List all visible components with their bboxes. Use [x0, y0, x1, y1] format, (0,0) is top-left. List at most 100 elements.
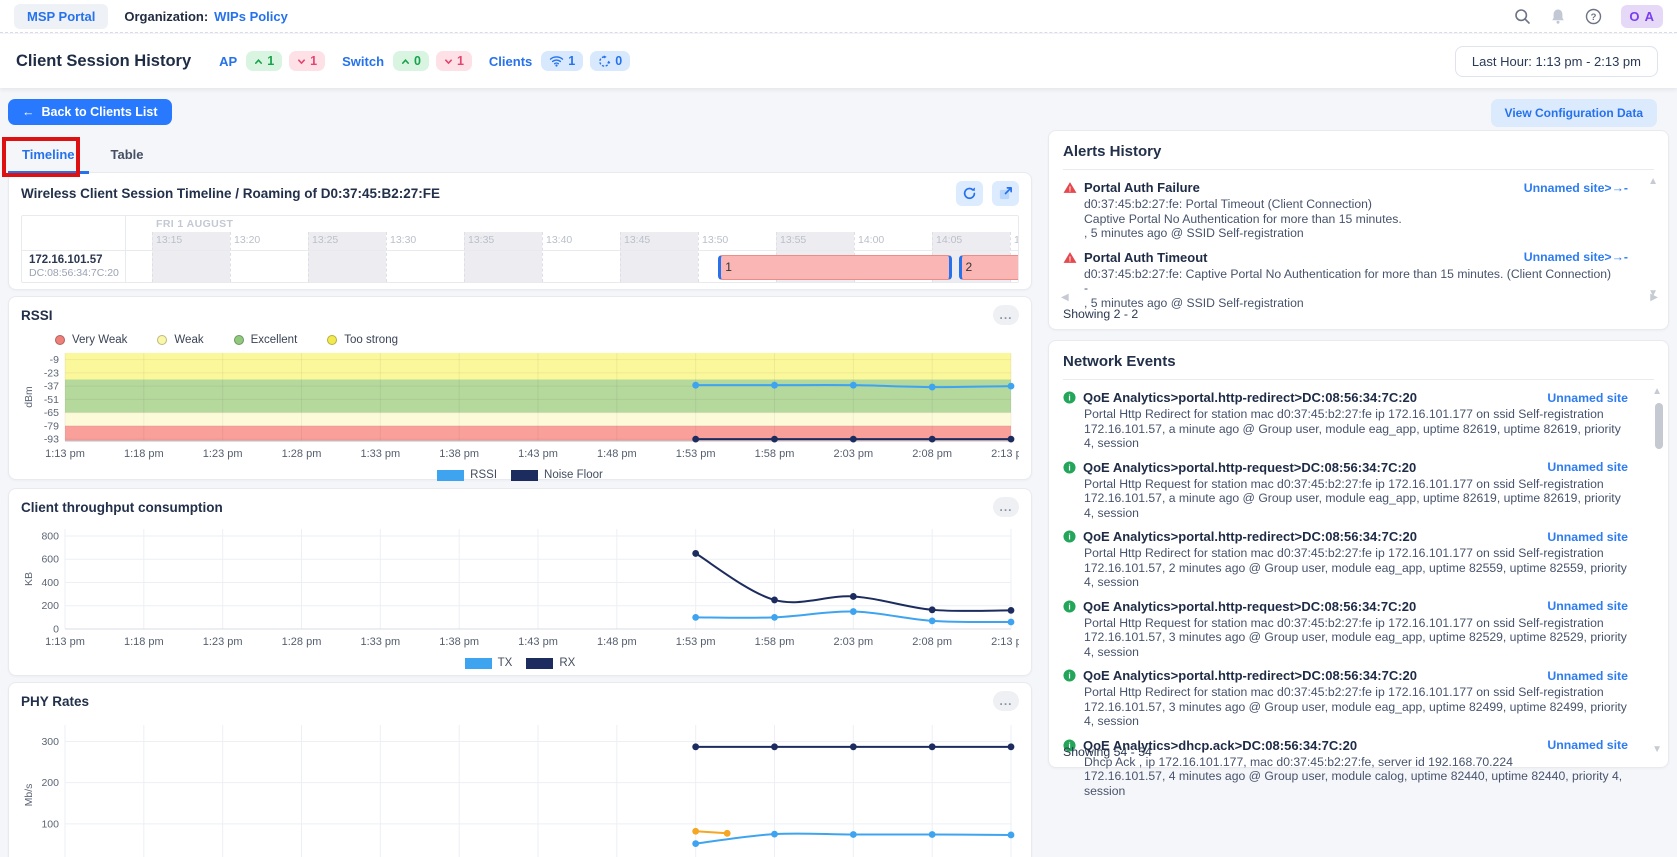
rssi-card: RSSI ... Very Weak Weak Excellent Too stron… — [8, 296, 1032, 481]
alerts-showing-count: Showing 2 - 2 — [1063, 307, 1139, 321]
scroll-right-icon[interactable]: ▶ — [1650, 292, 1658, 303]
timeline-tick-label: 13:40 — [546, 234, 573, 246]
event-info-icon: i — [1063, 460, 1076, 474]
scroll-up-icon[interactable]: ▲ — [1652, 386, 1662, 397]
svg-text:!: ! — [1069, 185, 1071, 194]
phy-rates-chart: 1002003001:13 pm1:18 pm1:23 pm1:28 pm1:3… — [21, 717, 1019, 857]
band-legend-item: Excellent — [233, 334, 297, 346]
event-description-line: Portal Http Request for station mac d0:3… — [1084, 615, 1604, 630]
site-link[interactable]: Unnamed site — [1547, 668, 1628, 683]
phy-rates-title: PHY Rates — [21, 693, 90, 709]
timeline-tick-label: 14:05 — [936, 234, 963, 246]
back-arrow-icon: ← — [22, 105, 35, 119]
svg-text:-9: -9 — [50, 354, 59, 366]
site-link[interactable]: Unnamed site — [1547, 529, 1628, 544]
svg-text:1:23 pm: 1:23 pm — [203, 636, 243, 648]
series-legend-item: TX — [464, 657, 512, 669]
timeline-tick-label: 13:55 — [780, 234, 807, 246]
alerts-list: ! Portal Auth Failure Unnamed site>→- d0:37… — [1063, 180, 1654, 310]
throughput-chart: 0 200 400 600 800 1:13 pm 1:18 pm 1:23 pm 1:28 p… — [21, 521, 1031, 654]
notifications-bell-icon[interactable] — [1550, 8, 1566, 25]
throughput-menu-button[interactable]: ... — [993, 497, 1019, 517]
svg-text:0: 0 — [53, 624, 59, 636]
site-link[interactable]: Unnamed site — [1547, 599, 1628, 613]
legend-dot-icon — [55, 335, 65, 345]
view-tabs: Timeline Table — [8, 141, 158, 174]
session-timeline-card: Wireless Client Session Timeline / Roami… — [8, 172, 1032, 290]
session-timeline-grid: FRI 1 AUGUST 13:15 13:20 13:25 13:30 13:35 13:… — [126, 216, 1018, 282]
site-link[interactable]: Unnamed site>→- — [1523, 250, 1628, 264]
scroll-down-icon[interactable]: ▼ — [1652, 744, 1662, 755]
events-showing-count: Showing 54 - 54 — [1063, 745, 1152, 759]
alerts-history-card: Alerts History ! Portal Auth Failure Unnam… — [1048, 130, 1669, 330]
svg-text:-37: -37 — [44, 381, 59, 393]
svg-text:2:08 pm: 2:08 pm — [912, 636, 952, 648]
scroll-down-icon[interactable]: ▼ — [1648, 288, 1658, 299]
clients-label: Clients — [488, 53, 533, 69]
clients-wifi-badge: 1 — [541, 51, 584, 71]
organization-label: Organization: — [124, 8, 209, 24]
svg-text:1:18 pm: 1:18 pm — [124, 448, 164, 460]
page-title: Client Session History — [16, 51, 192, 70]
svg-text:KB: KB — [23, 572, 35, 586]
alert-title: Portal Auth Failure — [1084, 180, 1200, 195]
event-info-icon: i — [1063, 738, 1076, 752]
svg-text:1:58 pm: 1:58 pm — [755, 448, 795, 460]
ap-label: AP — [219, 53, 238, 69]
svg-text:600: 600 — [41, 554, 59, 566]
svg-text:!: ! — [1069, 254, 1071, 263]
help-icon[interactable]: ? — [1585, 8, 1602, 25]
session-bar[interactable]: 2 — [958, 255, 1018, 280]
svg-text:i: i — [1068, 601, 1070, 611]
event-description-line: 172.16.101.57, a minute ago @ Group user… — [1084, 491, 1621, 520]
phy-menu-button[interactable]: ... — [993, 691, 1019, 711]
rssi-menu-button[interactable]: ... — [993, 305, 1019, 325]
event-title: QoE Analytics>portal.http-redirect>DC:08… — [1083, 529, 1418, 544]
site-link[interactable]: Unnamed site — [1547, 460, 1628, 474]
external-link-icon — [999, 187, 1012, 200]
rssi-series-legend: RSSI Noise Floor — [21, 466, 1019, 484]
series-legend-item: RX — [526, 657, 575, 669]
site-link[interactable]: Unnamed site — [1547, 390, 1628, 405]
organization-link[interactable]: WIPs Policy — [214, 8, 288, 24]
svg-text:1:48 pm: 1:48 pm — [597, 448, 637, 460]
view-configuration-data-button[interactable]: View Configuration Data — [1490, 99, 1657, 127]
timeline-tick-label: 13:30 — [390, 234, 417, 246]
alert-item: ! Portal Auth Timeout Unnamed site>→- d0:37… — [1063, 250, 1628, 311]
timeline-tick-label: 14:10 — [1014, 234, 1018, 246]
tab-timeline[interactable]: Timeline — [8, 141, 89, 174]
svg-text:dBm: dBm — [23, 386, 35, 408]
site-link[interactable]: Unnamed site>→- — [1523, 180, 1628, 195]
svg-text:1:53 pm: 1:53 pm — [676, 448, 716, 460]
legend-swatch-icon — [511, 469, 539, 481]
back-to-clients-button[interactable]: ← Back to Clients List — [8, 99, 172, 125]
event-info-icon: i — [1063, 599, 1076, 613]
svg-text:1:28 pm: 1:28 pm — [282, 448, 322, 460]
chevron-up-icon — [402, 58, 410, 64]
event-description-line: 172.16.101.57, 2 minutes ago @ Group use… — [1084, 560, 1627, 590]
svg-text:1:38 pm: 1:38 pm — [439, 636, 479, 648]
svg-text:Mb/s: Mb/s — [23, 784, 35, 807]
site-link[interactable]: Unnamed site — [1547, 738, 1628, 752]
alerts-history-title: Alerts History — [1063, 143, 1654, 170]
svg-text:1:38 pm: 1:38 pm — [439, 448, 479, 460]
tab-table[interactable]: Table — [110, 147, 144, 162]
open-external-button[interactable] — [992, 181, 1019, 206]
alert-description-line: d0:37:45:b2:27:fe: Captive Portal No Aut… — [1084, 266, 1612, 281]
phy-rates-card: PHY Rates ... 1002003001:13 pm1:18 pm1:2… — [8, 682, 1032, 857]
user-avatar[interactable]: O A — [1621, 4, 1663, 28]
scrollbar-thumb[interactable] — [1655, 403, 1663, 449]
time-range-selector[interactable]: Last Hour: 1:13 pm - 2:13 pm — [1454, 45, 1658, 77]
chevron-down-icon — [444, 58, 452, 64]
event-info-icon: i — [1063, 391, 1076, 404]
session-bar[interactable]: 1 — [718, 255, 953, 280]
refresh-button[interactable] — [956, 181, 983, 206]
msp-portal-button[interactable]: MSP Portal — [14, 3, 109, 29]
search-icon[interactable] — [1514, 8, 1531, 25]
event-description-line: 172.16.101.57, 3 minutes ago @ Group use… — [1084, 630, 1627, 659]
svg-text:1:18 pm: 1:18 pm — [124, 636, 164, 648]
svg-text:200: 200 — [41, 777, 59, 789]
timeline-day-label: FRI 1 AUGUST — [156, 218, 234, 230]
scroll-left-icon[interactable]: ◀ — [1061, 292, 1069, 303]
scroll-up-icon[interactable]: ▲ — [1648, 176, 1658, 187]
